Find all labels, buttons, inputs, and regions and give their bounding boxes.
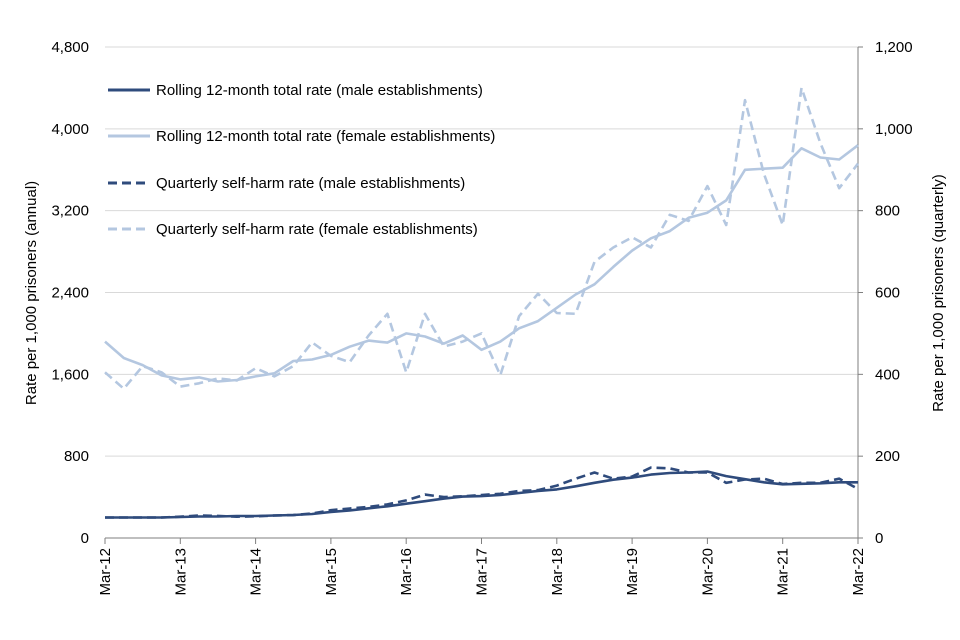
legend-item-male-rolling: Rolling 12-month total rate (male establ… — [108, 82, 483, 99]
left-tick-label: 4,000 — [51, 121, 89, 138]
legend-label: Rolling 12-month total rate (male establ… — [156, 82, 483, 99]
right-tick-label: 400 — [875, 366, 900, 383]
series-line-3 — [104, 86, 860, 391]
right-tick-label: 1,200 — [875, 39, 913, 56]
series-line-1 — [104, 144, 859, 383]
left-tick-label: 3,200 — [51, 203, 89, 220]
right-tick-label: 0 — [875, 530, 883, 547]
x-tick-label: Mar-20 — [699, 548, 716, 596]
right-tick-label: 800 — [875, 203, 900, 220]
right-axis-ticks: 0 200 400 600 800 1,000 1,200 — [858, 39, 913, 547]
x-tick-label: Mar-22 — [850, 548, 867, 596]
x-axis-ticks: Mar-12 Mar-13 Mar-14 Mar-15 Mar-16 Mar-17 Mar-… — [97, 538, 867, 596]
x-tick-label: Mar-18 — [549, 548, 566, 596]
left-tick-label: 4,800 — [51, 39, 89, 56]
right-tick-label: 1,000 — [875, 121, 913, 138]
gridlines — [105, 46, 858, 457]
x-tick-label: Mar-14 — [248, 548, 265, 596]
x-tick-label: Mar-16 — [398, 548, 415, 596]
left-axis-title: Rate per 1,000 prisoners (annual) — [23, 181, 40, 405]
legend-item-female-rolling: Rolling 12-month total rate (female esta… — [108, 128, 495, 145]
x-tick-label: Mar-17 — [474, 548, 491, 596]
left-axis-ticks: 0 800 1,600 2,400 3,200 4,000 4,800 — [51, 39, 89, 547]
x-tick-label: Mar-15 — [323, 548, 340, 596]
legend: Rolling 12-month total rate (male establ… — [108, 82, 495, 238]
left-tick-label: 0 — [81, 530, 89, 547]
legend-item-male-quarterly: Quarterly self-harm rate (male establish… — [108, 175, 465, 192]
series-line-0 — [105, 470, 858, 519]
x-tick-label: Mar-13 — [172, 548, 189, 596]
x-tick-label: Mar-21 — [775, 548, 792, 596]
x-tick-label: Mar-19 — [624, 548, 641, 596]
series-line-2 — [105, 466, 859, 519]
right-tick-label: 200 — [875, 448, 900, 465]
legend-label: Quarterly self-harm rate (male establish… — [156, 175, 465, 192]
left-tick-label: 2,400 — [51, 285, 89, 302]
legend-label: Quarterly self-harm rate (female establi… — [156, 221, 478, 238]
legend-item-female-quarterly: Quarterly self-harm rate (female establi… — [108, 221, 478, 238]
left-tick-label: 1,600 — [51, 366, 89, 383]
legend-label: Rolling 12-month total rate (female esta… — [156, 128, 495, 145]
series-lines — [104, 86, 860, 519]
right-tick-label: 600 — [875, 285, 900, 302]
right-axis-title: Rate per 1,000 prisoners (quarterly) — [930, 174, 947, 412]
left-tick-label: 800 — [64, 448, 89, 465]
x-tick-label: Mar-12 — [97, 548, 114, 596]
